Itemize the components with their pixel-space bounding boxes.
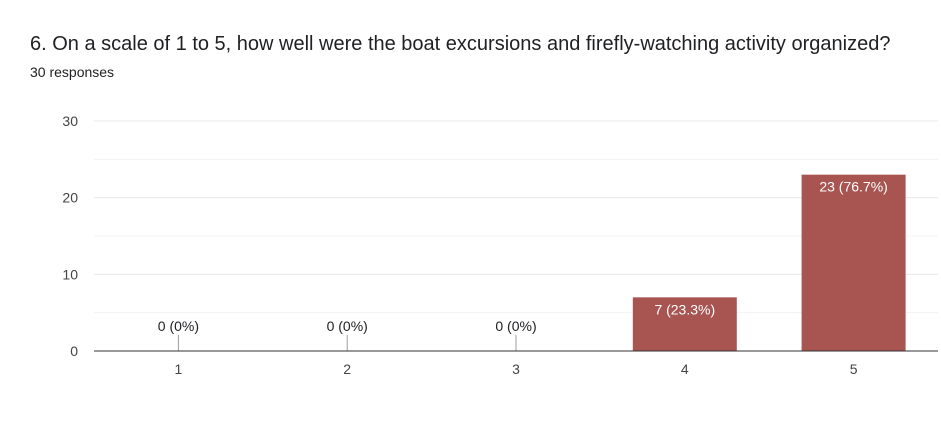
data-label: 7 (23.3%) [654,301,715,317]
bar-5 [801,174,906,351]
x-tick-label: 3 [512,361,520,377]
data-label: 0 (0%) [495,318,536,334]
data-label: 23 (76.7%) [819,179,887,195]
x-tick-label: 5 [850,361,858,377]
x-tick-label: 1 [175,361,183,377]
y-tick-label: 20 [62,190,78,206]
y-tick-label: 30 [62,113,78,129]
x-tick-label: 2 [343,361,351,377]
data-label: 0 (0%) [327,318,368,334]
bar-4 [632,297,737,351]
response-count: 30 responses [30,64,115,80]
y-tick-label: 0 [70,343,78,359]
chart-title: 6. On a scale of 1 to 5, how well were t… [30,33,891,55]
x-tick-label: 4 [681,361,689,377]
y-tick-label: 10 [62,266,78,282]
data-label: 0 (0%) [158,318,199,334]
